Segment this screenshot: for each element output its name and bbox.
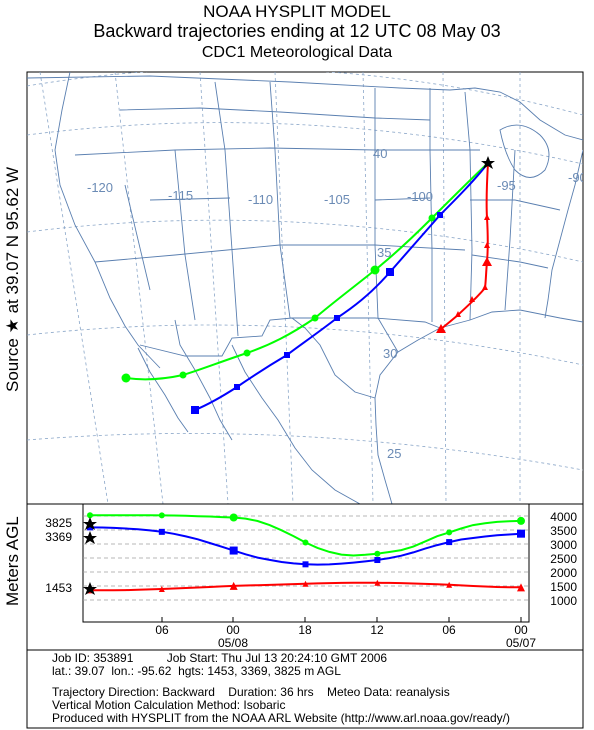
map-marker-circle <box>428 214 436 222</box>
y-tick-label: 4000 <box>550 510 577 524</box>
map-marker-circle <box>311 314 319 322</box>
profile-marker-square <box>158 528 165 535</box>
boundaries <box>27 72 583 504</box>
x-tick-labels: 06 00 18 12 06 00 05/08 05/07 <box>155 623 536 650</box>
profile-x-ticks <box>161 617 522 622</box>
start-stars <box>83 517 97 595</box>
start-height-label: 3825 <box>45 516 72 530</box>
start-star-icon <box>83 517 97 530</box>
x-tick-label: 00 <box>226 623 240 637</box>
title-trajectory: Backward trajectories ending at 12 UTC 0… <box>93 21 501 41</box>
x-tick-label: 00 <box>514 623 528 637</box>
profile-marker-circle <box>446 529 453 536</box>
map-marker-triangle <box>482 284 488 290</box>
lon-label: -110 <box>248 192 273 207</box>
info-direction: Trajectory Direction: Backward Duration:… <box>52 685 450 699</box>
map-markers-red <box>436 214 492 333</box>
y-tick-labels: 4000 3500 3000 2500 2000 1500 1000 <box>550 510 577 608</box>
lon-label: -100 <box>407 189 433 204</box>
map-marker-triangle <box>484 242 490 248</box>
start-height-label: 1453 <box>45 581 72 595</box>
map-marker-square <box>334 315 340 321</box>
lon-label: -105 <box>324 192 350 207</box>
profile-marker-triangle <box>446 581 453 588</box>
latitude-labels: 40 35 30 25 <box>373 146 401 461</box>
lon-label: -120 <box>87 180 113 195</box>
map-marker-circle <box>370 265 380 275</box>
map-marker-square <box>284 352 290 358</box>
profile-marker-triangle <box>229 581 238 590</box>
title-model: NOAA HYSPLIT MODEL <box>203 2 391 21</box>
lon-label: -95 <box>497 178 516 193</box>
start-height-label: 3369 <box>45 530 72 544</box>
profile-markers <box>87 512 525 594</box>
map-marker-circle <box>179 371 187 379</box>
profile-marker-circle <box>229 513 238 522</box>
profile-marker-circle <box>302 539 309 546</box>
start-star-icon <box>83 531 97 544</box>
info-frame <box>26 649 584 729</box>
start-star-icon <box>83 582 97 595</box>
info-produced: Produced with HYSPLIT from the NOAA ARL … <box>52 711 510 725</box>
map-marker-square <box>191 406 199 414</box>
x-tick-label: 18 <box>298 623 312 637</box>
lon-label: -115 <box>168 188 193 203</box>
parallel-lines <box>27 72 583 471</box>
info-location: lat.: 39.07 lon.: -95.62 hgts: 1453, 336… <box>52 664 341 678</box>
profile-marker-circle <box>158 512 165 519</box>
y-tick-label: 1500 <box>550 580 577 594</box>
map-markers-blue <box>191 212 443 414</box>
map-content: -120 -115 -110 -105 -100 -95 -90 40 35 3… <box>27 72 587 504</box>
x-tick-label: 12 <box>370 623 384 637</box>
y-tick-label: 1000 <box>550 594 577 608</box>
lat-label: 40 <box>373 146 387 161</box>
profile-marker-square <box>374 557 381 564</box>
map-marker-triangle <box>469 296 475 302</box>
map-marker-square <box>437 212 443 218</box>
title-meteo-data: CDC1 Meteorological Data <box>201 44 393 61</box>
map-marker-triangle <box>455 311 461 317</box>
info-vertical-method: Vertical Motion Calculation Method: Isob… <box>52 698 286 712</box>
y-tick-label: 2500 <box>550 552 577 566</box>
info-job: Job ID: 353891 Job Start: Thu Jul 13 20:… <box>52 651 388 665</box>
y-tick-label: 3000 <box>550 538 577 552</box>
meridian-lines <box>39 72 521 504</box>
map-marker-square <box>234 384 240 390</box>
lat-label: 35 <box>377 245 391 260</box>
map-marker-square <box>386 268 394 276</box>
map-frame <box>26 71 584 505</box>
profile-marker-circle <box>87 512 93 519</box>
lon-label: -90 <box>568 170 587 185</box>
profile-marker-square <box>302 561 309 568</box>
map-marker-triangle <box>436 324 446 333</box>
profile-marker-triangle <box>158 586 165 593</box>
map-marker-circle <box>243 349 251 357</box>
map-marker-circle <box>121 373 131 383</box>
map-marker-triangle <box>484 214 490 220</box>
date-label: 05/07 <box>506 636 536 650</box>
profile-marker-circle <box>374 550 381 557</box>
x-tick-label: 06 <box>155 623 169 637</box>
lat-label: 30 <box>383 346 397 361</box>
profile-marker-square <box>446 539 453 546</box>
profile-marker-triangle <box>517 583 525 592</box>
profile-marker-square <box>87 524 93 531</box>
x-tick-label: 06 <box>442 623 456 637</box>
longitude-labels: -120 -115 -110 -105 -100 -95 -90 <box>87 170 587 207</box>
profile-marker-triangle <box>302 580 309 587</box>
profile-marker-circle <box>517 516 525 525</box>
lat-label: 25 <box>387 446 401 461</box>
profile-marker-square <box>229 546 238 555</box>
y-tick-label: 3500 <box>550 524 577 538</box>
start-height-labels: 3825 3369 1453 <box>45 516 72 595</box>
map-marker-triangle <box>482 257 492 266</box>
y-tick-label: 2000 <box>550 566 577 580</box>
source-star-icon <box>481 156 495 169</box>
profile-marker-square <box>517 529 525 538</box>
map-markers-green <box>121 214 436 383</box>
date-label: 05/08 <box>218 636 248 650</box>
profile-marker-triangle <box>374 579 381 586</box>
